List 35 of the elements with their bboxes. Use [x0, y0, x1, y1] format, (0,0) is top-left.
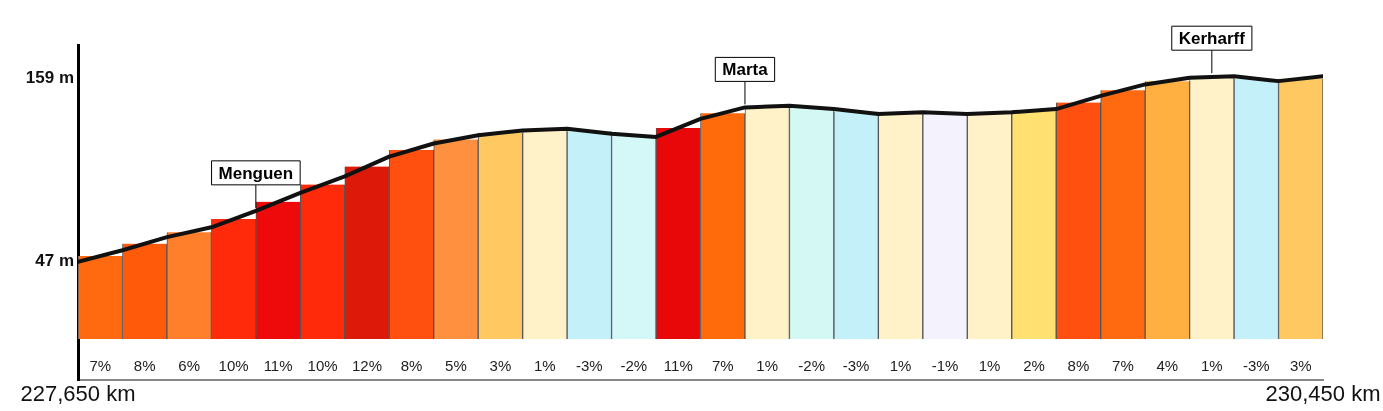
annotation: 7%: [1112, 356, 1134, 374]
annotation: 1%: [889, 356, 912, 374]
y-tick-label: 159 m: [25, 67, 74, 87]
annotation: -3%: [842, 356, 870, 374]
annotation: 4%: [1156, 356, 1179, 374]
annotation: 3%: [489, 356, 512, 374]
annotation: -1%: [931, 356, 959, 374]
annotation: 6%: [178, 356, 200, 374]
y-tick-label: 47 m: [35, 251, 74, 271]
annotation: 1%: [978, 356, 1001, 374]
annotation: 2%: [1023, 356, 1045, 374]
annotation: 3%: [1289, 356, 1312, 374]
annotation: 1%: [1201, 356, 1223, 374]
annotation: 12%: [352, 356, 383, 374]
annotation: -3%: [576, 356, 603, 374]
annotation: 8%: [1067, 356, 1090, 374]
annotation: -3%: [1242, 356, 1270, 374]
annotation: Marta: [722, 60, 769, 80]
annotation: 1%: [756, 356, 779, 374]
annotation: 7%: [711, 356, 734, 374]
annotation: 11%: [663, 356, 693, 374]
annotation: -2%: [620, 356, 648, 374]
annotation: Menguen: [218, 163, 294, 183]
annotation: 8%: [133, 356, 156, 374]
annotation: 5%: [445, 356, 467, 374]
annotation: 8%: [400, 356, 423, 374]
annotation: 10%: [307, 356, 338, 374]
annotation: 10%: [218, 356, 249, 374]
annotation: 11%: [263, 356, 293, 374]
annotation: 1%: [534, 356, 556, 374]
annotation: -2%: [798, 356, 825, 374]
x-tick-label: 230,450 km: [1265, 381, 1381, 407]
x-tick-label: 227,650 km: [20, 381, 136, 407]
annotation: 7%: [89, 356, 112, 374]
annotation: Kerharff: [1178, 28, 1246, 48]
